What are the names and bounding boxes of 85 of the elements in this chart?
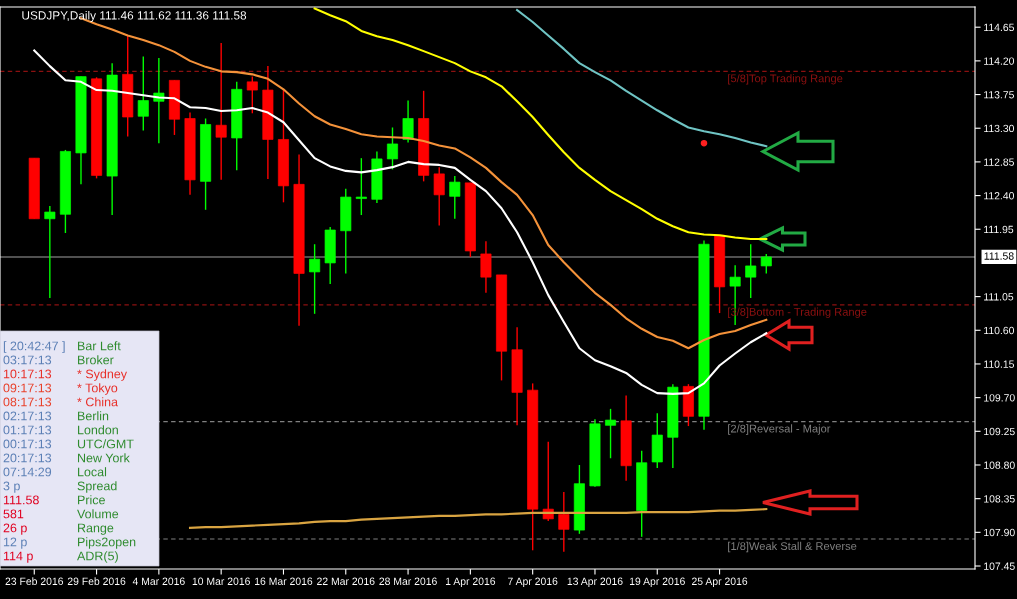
annotation: 26 p: [3, 523, 27, 535]
candlestick: [246, 75, 258, 114]
annotation: Volume: [77, 509, 119, 519]
y-tick-label: 113.75: [984, 91, 1014, 99]
candlestick: [449, 175, 461, 220]
annotation: 09:17:13: [3, 383, 52, 393]
annotation: London: [78, 425, 118, 435]
y-tick-label: 109.25: [984, 427, 1015, 436]
annotation: Local: [78, 467, 107, 477]
candlestick: [760, 253, 772, 275]
x-tick-label: 19 Apr 2016: [629, 577, 685, 588]
x-tick-label: 7 Apr 2016: [508, 577, 558, 588]
annotation: [ 20:42:47 ]: [3, 341, 65, 353]
annotation: UTC/GMT: [77, 439, 134, 449]
y-tick-label: 108.80: [984, 461, 1015, 469]
candlestick: [745, 243, 757, 299]
x-tick-label: 13 Apr 2016: [567, 577, 623, 588]
candlestick: [355, 157, 367, 216]
ref-line-label: [5/8]Top Trading Range: [728, 74, 843, 85]
x-tick-label: 10 Mar 2016: [192, 577, 250, 585]
annotation: 20:17:13: [3, 453, 52, 463]
annotation: 10:17:13: [3, 369, 52, 379]
candlestick: [480, 240, 492, 294]
ref-line-label: [2/8]Reversal - Major: [728, 424, 831, 435]
annotation: ADR(5): [77, 551, 118, 563]
y-tick-label: 111.05: [984, 293, 1014, 301]
candlestick: [433, 166, 445, 227]
annotation: 02:17:13: [3, 411, 52, 421]
x-tick-label: 4 Mar 2016: [132, 577, 185, 585]
ref-line-label: [1/8]Weak Stall & Reverse: [728, 541, 857, 553]
candlestick: [137, 55, 149, 132]
candlestick: [558, 491, 570, 553]
line-series: [313, 7, 768, 241]
y-tick-label: 108.35: [984, 495, 1015, 503]
chart-title: USDJPY,Daily 111.46 111.62 111.36 111.58: [22, 10, 247, 22]
x-tick-label: 22 Mar 2016: [317, 577, 375, 585]
annotation: Spread: [77, 481, 117, 493]
x-tick-label: 1 Apr 2016: [445, 577, 496, 588]
candlestick: [605, 408, 617, 459]
candlestick: [387, 126, 398, 171]
annotation: 08:17:13: [3, 397, 52, 407]
ref-line-label: 111.58: [984, 252, 1014, 260]
y-tick-label: 112.40: [984, 192, 1015, 200]
annotation: 00:17:13: [3, 439, 52, 449]
annotation: Broker: [78, 355, 114, 365]
y-tick-label: 107.45: [984, 562, 1015, 570]
annotation: 07:14:29: [3, 467, 52, 477]
y-tick-label: 110.60: [984, 326, 1015, 335]
x-tick-label: 28 Mar 2016: [379, 577, 437, 585]
candlestick: [153, 57, 165, 144]
annotation: Berlin: [78, 411, 109, 421]
annotation: 03:17:13: [3, 355, 52, 365]
x-tick-label: 29 Feb 2016: [67, 577, 126, 585]
annotation: New York: [78, 453, 130, 463]
annotation: 01:17:13: [3, 425, 52, 435]
line-series: [516, 8, 768, 148]
annotation: Bar Left: [78, 341, 121, 351]
annotation: Pips2open: [78, 537, 136, 549]
x-tick-label: 23 Feb 2016: [5, 577, 64, 585]
y-tick-label: 114.65: [984, 23, 1014, 32]
annotation: Price: [78, 495, 105, 505]
annotation: * Sydney: [77, 369, 128, 381]
y-tick-label: 110.15: [984, 360, 1014, 368]
annotation: * China: [77, 397, 118, 407]
candlestick: [309, 243, 321, 315]
text: 3 p: [3, 481, 20, 493]
candlestick: [402, 99, 414, 144]
candlestick: [44, 205, 56, 299]
annotation: 12 p: [3, 537, 27, 549]
y-tick-label: 113.30: [984, 124, 1015, 133]
x-tick-label: 25 Apr 2016: [692, 577, 748, 588]
candlestick: [215, 42, 227, 181]
annotation: * Tokyo: [77, 383, 118, 395]
candlestick: [542, 441, 554, 522]
y-tick-label: 111.95: [984, 225, 1014, 234]
annotation: Range: [78, 523, 114, 535]
annotation: 114 p: [3, 551, 33, 563]
y-tick-label: 107.90: [984, 528, 1015, 537]
text: 581: [3, 509, 24, 519]
line-series: [188, 508, 768, 529]
x-tick-label: 16 Mar 2016: [255, 577, 313, 585]
y-tick-label: 112.85: [984, 158, 1014, 166]
y-tick-label: 109.70: [984, 394, 1015, 402]
annotation: 111.58: [3, 495, 39, 505]
y-tick-label: 114.20: [984, 57, 1015, 65]
